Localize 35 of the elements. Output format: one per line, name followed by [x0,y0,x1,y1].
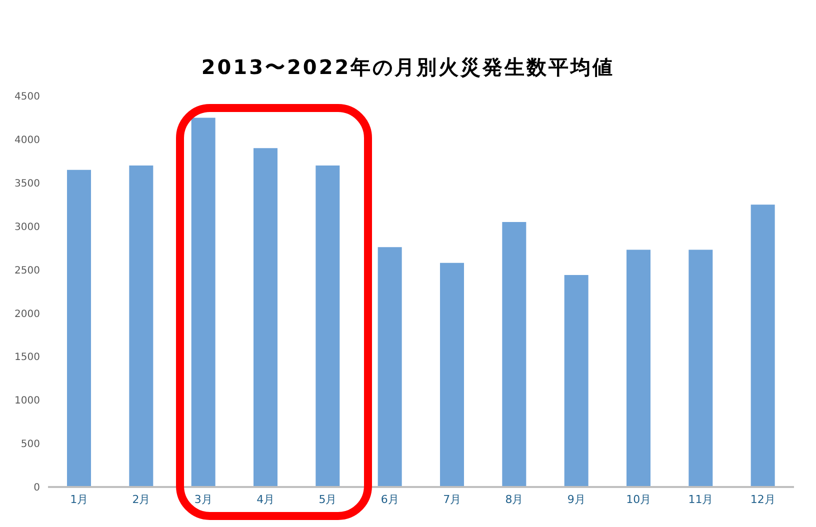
x-tick-label: 12月 [750,492,776,506]
x-tick-label: 9月 [567,492,586,506]
y-tick-label: 4500 [14,92,40,103]
x-tick-label: 11月 [688,492,714,506]
x-tick-label: 1月 [70,492,88,506]
x-tick-label: 5月 [318,492,337,506]
y-tick-label: 4000 [14,134,40,146]
bar [440,262,464,487]
x-tick-label: 2月 [132,492,150,506]
x-tick-label: 4月 [256,492,275,506]
bar [67,170,91,487]
bar [750,204,775,487]
bar [626,250,650,487]
bar [254,148,278,487]
x-tick-label: 8月 [505,492,524,506]
y-tick-label: 0 [34,482,40,494]
bar [688,250,713,487]
y-tick-label: 1000 [14,396,40,407]
x-tick-label: 7月 [443,492,462,506]
y-tick-label: 2500 [14,265,40,276]
y-tick-label: 500 [20,439,40,450]
bar [316,166,340,487]
chart-title: 2013〜2022年の月別火災発生数平均値 [200,54,616,81]
bar [502,222,526,487]
y-tick-label: 3000 [14,222,40,233]
x-tick-label: 10月 [626,492,652,506]
y-tick-label: 3500 [14,178,40,190]
x-tick-label: 6月 [380,492,399,506]
y-tick-label: 1500 [14,352,40,364]
bar [191,118,216,487]
bar [378,247,402,487]
y-tick-label: 2000 [14,308,40,320]
x-tick-label: 3月 [194,492,212,506]
bar [129,166,154,487]
bar [564,274,588,487]
